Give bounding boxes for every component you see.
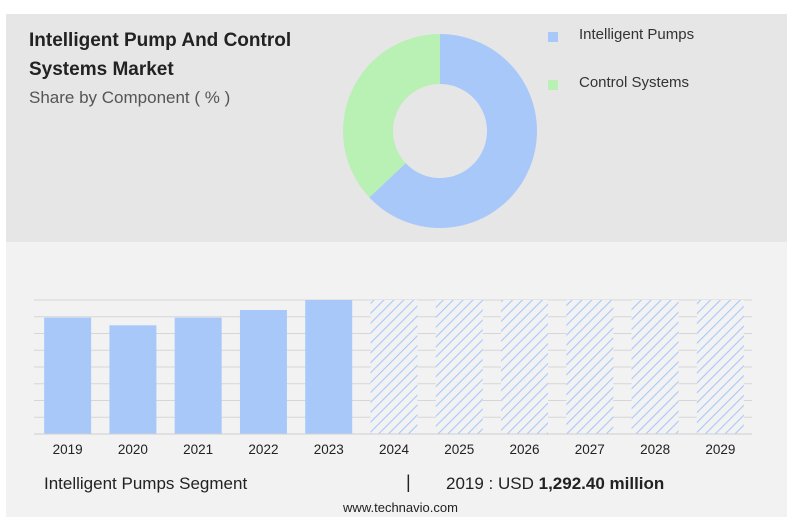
x-tick-label-2028: 2028 — [640, 442, 670, 457]
x-tick-label-2019: 2019 — [53, 442, 83, 457]
x-tick-label-2021: 2021 — [183, 442, 213, 457]
donut-chart — [343, 34, 537, 228]
legend-label-control-systems: Control Systems — [579, 74, 690, 91]
x-tick-label-2025: 2025 — [444, 442, 474, 457]
footer-value-amount: 1,292.40 million — [538, 474, 665, 493]
footer-separator: | — [406, 472, 411, 492]
bar-2023 — [305, 300, 353, 434]
x-tick-label-2026: 2026 — [510, 442, 540, 457]
forecast-bar-2028 — [631, 300, 679, 434]
website-link[interactable]: www.technavio.com — [343, 500, 458, 515]
donut-slice-control-systems — [343, 34, 440, 198]
legend-swatch-control-systems — [548, 80, 558, 90]
bar-2021 — [174, 317, 222, 434]
chart-title: Intelligent Pump And Control Systems Mar… — [29, 30, 292, 80]
footer-year-prefix: 2019 : USD — [446, 474, 534, 493]
bar-2022 — [239, 309, 287, 434]
bar-2020 — [109, 325, 157, 434]
x-tick-label-2020: 2020 — [118, 442, 148, 457]
x-tick-label-2023: 2023 — [314, 442, 344, 457]
footer-value: 2019 : USD 1,292.40 million — [446, 474, 664, 494]
x-tick-label-2027: 2027 — [575, 442, 605, 457]
forecast-bar-2026 — [501, 300, 549, 434]
x-tick-label-2029: 2029 — [705, 442, 735, 457]
forecast-bar-2029 — [696, 300, 744, 434]
forecast-bar-2027 — [566, 300, 614, 434]
legend-swatch-intelligent-pumps — [548, 32, 558, 42]
segment-label: Intelligent Pumps Segment — [44, 474, 248, 493]
x-tick-label-2022: 2022 — [248, 442, 278, 457]
bar-chart: 2019 2020 2021 2022 2023 2024 2025 2026 2027 2028… — [34, 299, 752, 457]
forecast-bar-2025 — [435, 300, 483, 434]
legend-label-intelligent-pumps: Intelligent Pumps — [579, 26, 695, 43]
forecast-bar-2024 — [370, 300, 418, 434]
bar-2019 — [44, 317, 92, 434]
donut-slice-intelligent-pumps — [369, 34, 537, 228]
chart-subtitle: Share by Component ( % ) — [29, 88, 231, 107]
x-tick-label-2024: 2024 — [379, 442, 410, 457]
